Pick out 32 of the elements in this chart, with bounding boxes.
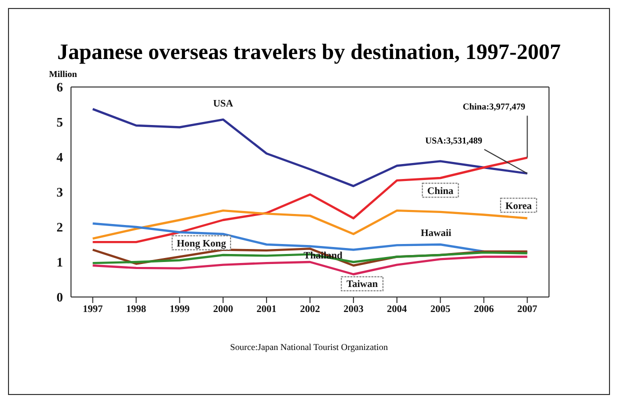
series-label: Hawaii (420, 228, 452, 239)
x-tick-label: 1999 (170, 304, 190, 316)
x-tick-label: 2003 (343, 304, 364, 316)
y-tick-label: 6 (56, 80, 64, 95)
annotation: China:3,977,479 (462, 102, 526, 112)
series-label: Hong Kong (176, 238, 226, 250)
x-tick-label: 2005 (430, 304, 450, 316)
series-label: Korea (505, 200, 532, 212)
y-tick-label: 0 (56, 290, 63, 305)
x-tick-label: 2002 (300, 304, 320, 316)
y-tick-label: 1 (56, 254, 63, 270)
y-axis-title: Million (49, 69, 78, 79)
x-tick-label: 2007 (517, 304, 538, 316)
series-label: USA (213, 98, 234, 110)
x-tick-label: 2006 (474, 304, 494, 316)
line-series (92, 248, 528, 267)
annotation: USA:3,531,489 (425, 135, 483, 146)
line-series (92, 209, 528, 240)
line-series (92, 251, 528, 264)
y-tick-label: 4 (56, 150, 64, 165)
x-tick-label: 2001 (256, 304, 277, 316)
x-tick-label: 2000 (213, 304, 234, 316)
x-tick-label: 1998 (126, 304, 146, 316)
chart-title: Japanese overseas travelers by destination, 1997-2007 (56, 39, 562, 65)
series-label: China (427, 186, 454, 197)
y-tick-label: 3 (56, 184, 64, 200)
series-label: Taiwan (346, 279, 378, 290)
source-note: Source:Japan National Tourist Organization (229, 342, 389, 352)
x-tick-label: 1997 (82, 304, 103, 316)
y-tick-label: 5 (56, 114, 64, 130)
x-tick-label: 2004 (386, 304, 407, 316)
y-tick-label: 2 (56, 220, 63, 235)
